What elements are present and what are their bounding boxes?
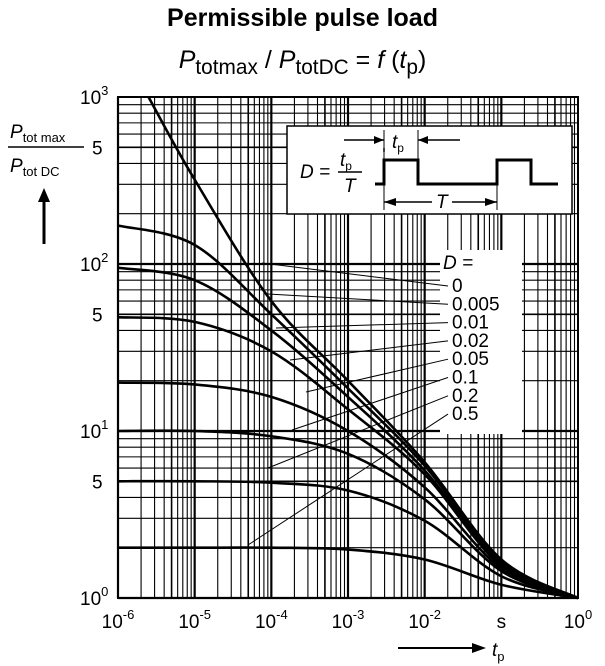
subtitle-eq: = — [348, 46, 378, 74]
legend-entry: 0.5 — [452, 404, 478, 425]
legend-entry: 0.2 — [452, 386, 478, 407]
subtitle-slash: / — [257, 46, 279, 74]
legend-leader — [267, 395, 449, 469]
legend-leader — [247, 413, 449, 546]
inset-formula-den: T — [344, 176, 357, 197]
x-tick-label: 10-6 — [102, 607, 135, 633]
y-tick-labels: 100 101 102 103 5 5 5 — [80, 83, 108, 610]
curve-D-0.05 — [117, 381, 579, 600]
x-tick-label: 100 — [564, 607, 592, 633]
subtitle-p1: P — [178, 46, 196, 74]
pulse-waveform — [375, 158, 558, 186]
subtitle-close: ) — [417, 46, 427, 74]
x-tick-label: 10-3 — [332, 607, 365, 633]
legend-entry: 0.01 — [452, 313, 489, 334]
y-tick-label: 101 — [80, 417, 108, 443]
curve-D-0.1 — [117, 429, 579, 600]
legend-leader — [275, 322, 449, 329]
legend-entry: 0 — [452, 276, 463, 297]
x-tick-label: 10-2 — [408, 607, 441, 633]
y-tick-label: 102 — [80, 250, 108, 276]
chart-title: Permissible pulse load — [167, 4, 438, 32]
subtitle-p2: P — [278, 46, 296, 74]
curve-D-0.2 — [117, 479, 579, 600]
legend-leader — [261, 262, 449, 287]
legend-leader — [289, 340, 449, 361]
curves — [117, 96, 579, 600]
x-tick-label: s — [497, 612, 507, 633]
subtitle-f: f — [377, 46, 385, 74]
legend-entry: 0.02 — [452, 331, 489, 352]
curve-D-0.01 — [117, 266, 579, 600]
legend-entry: 0.005 — [452, 294, 500, 315]
inset-period-label: T — [436, 192, 449, 213]
curve-D-0 — [147, 96, 579, 600]
legend-leader — [305, 358, 449, 393]
subtitle-open: ( — [384, 46, 400, 74]
legend-leader-lines — [247, 262, 449, 546]
chart-subtitle: Ptotmax / PtotDC = f (tp) — [0, 46, 605, 80]
duty-cycle-inset: D = tp T tp T — [286, 125, 573, 215]
y-label-numerator: Ptot max — [10, 122, 66, 145]
legend-leader — [291, 377, 449, 431]
curve-D-0.5 — [117, 546, 579, 600]
x-axis-label: tp — [398, 640, 505, 664]
legend-leader — [267, 293, 449, 305]
curve-D-0.005 — [117, 224, 579, 600]
y-tick-label: 103 — [80, 83, 108, 109]
inset-tp-label: tp — [392, 132, 404, 155]
x-tick-label: 10-4 — [255, 607, 288, 633]
subtitle-sub3: p — [406, 56, 418, 79]
legend-entry: 0.1 — [452, 368, 478, 389]
y-tick-label: 100 — [80, 584, 108, 610]
inset-formula-num: tp — [340, 150, 352, 173]
y-axis-label: Ptot max Ptot DC — [8, 122, 84, 244]
plot-frame — [117, 96, 579, 599]
subtitle-sub1: totmax — [195, 56, 258, 79]
legend-header: D = — [443, 253, 473, 274]
y-minor-tick-label: 5 — [92, 138, 103, 159]
x-tick-label: 10-5 — [178, 607, 211, 633]
inset-formula-lhs: D = — [300, 162, 330, 183]
legend-entry: 0.05 — [452, 349, 489, 370]
subtitle-t: t — [399, 46, 407, 74]
legend-bg — [440, 250, 522, 434]
subtitle-sub2: totDC — [295, 56, 349, 79]
x-tick-labels: 10-6 10-5 10-4 10-3 10-2 s 100 — [102, 607, 593, 633]
x-label-text: tp — [492, 640, 505, 664]
y-minor-tick-label: 5 — [92, 472, 103, 493]
y-label-denominator: Ptot DC — [10, 156, 60, 179]
y-minor-tick-label: 5 — [92, 305, 103, 326]
curve-D-0.02 — [117, 315, 579, 600]
